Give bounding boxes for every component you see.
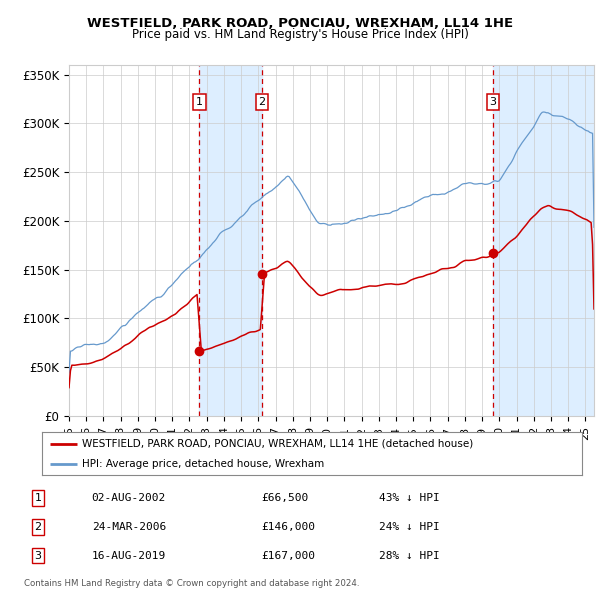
Bar	[199, 65, 262, 416]
Text: 1: 1	[196, 97, 203, 107]
Text: 2: 2	[259, 97, 266, 107]
Text: HPI: Average price, detached house, Wrexham: HPI: Average price, detached house, Wrex…	[83, 460, 325, 469]
Text: 02-AUG-2002: 02-AUG-2002	[92, 493, 166, 503]
Text: £66,500: £66,500	[261, 493, 308, 503]
Text: 28% ↓ HPI: 28% ↓ HPI	[379, 550, 440, 560]
Text: £146,000: £146,000	[261, 522, 315, 532]
Bar	[493, 65, 594, 416]
Text: 43% ↓ HPI: 43% ↓ HPI	[379, 493, 440, 503]
Text: 2: 2	[35, 522, 41, 532]
Text: WESTFIELD, PARK ROAD, PONCIAU, WREXHAM, LL14 1HE: WESTFIELD, PARK ROAD, PONCIAU, WREXHAM, …	[87, 17, 513, 30]
Text: 24-MAR-2006: 24-MAR-2006	[92, 522, 166, 532]
Text: 1: 1	[35, 493, 41, 503]
Text: 3: 3	[35, 550, 41, 560]
Text: 24% ↓ HPI: 24% ↓ HPI	[379, 522, 440, 532]
Text: Price paid vs. HM Land Registry's House Price Index (HPI): Price paid vs. HM Land Registry's House …	[131, 28, 469, 41]
Text: 16-AUG-2019: 16-AUG-2019	[92, 550, 166, 560]
Text: 3: 3	[489, 97, 496, 107]
Text: Contains HM Land Registry data © Crown copyright and database right 2024.
This d: Contains HM Land Registry data © Crown c…	[24, 579, 359, 590]
Text: WESTFIELD, PARK ROAD, PONCIAU, WREXHAM, LL14 1HE (detached house): WESTFIELD, PARK ROAD, PONCIAU, WREXHAM, …	[83, 439, 474, 449]
Text: £167,000: £167,000	[261, 550, 315, 560]
